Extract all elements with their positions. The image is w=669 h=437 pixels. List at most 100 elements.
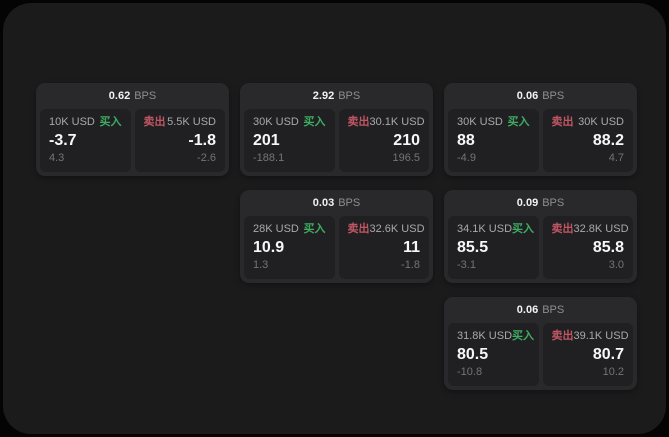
sell-panel-header: 卖出 32.8K USD bbox=[551, 223, 629, 236]
buy-price: -3.7 bbox=[49, 131, 77, 149]
bps-unit-label: BPS bbox=[134, 90, 157, 102]
sell-side-label: 卖出 bbox=[551, 223, 574, 235]
sell-side-label: 卖出 bbox=[551, 116, 574, 128]
sell-price: 11 bbox=[403, 238, 420, 256]
cards-grid: 0.62 BPS 10K USD 买入 -3.7 4.3 卖出 5.5K USD… bbox=[36, 83, 637, 390]
buy-amount: 30K USD bbox=[253, 116, 299, 128]
buy-panel[interactable]: 34.1K USD 买入 85.5 -3.1 bbox=[448, 216, 539, 279]
card-body: 34.1K USD 买入 85.5 -3.1 卖出 32.8K USD 85.8… bbox=[448, 216, 633, 279]
sell-panel[interactable]: 卖出 39.1K USD 80.7 10.2 bbox=[542, 323, 633, 386]
bps-unit-label: BPS bbox=[542, 90, 565, 102]
buy-panel[interactable]: 30K USD 买入 88 -4.9 bbox=[448, 109, 539, 172]
card-header: 2.92 BPS bbox=[240, 83, 433, 109]
card-header: 0.06 BPS bbox=[444, 83, 637, 109]
sell-amount: 30.1K USD bbox=[369, 116, 425, 128]
buy-sub-value: -4.9 bbox=[457, 152, 476, 164]
sell-sub-value: -1.8 bbox=[401, 259, 420, 271]
quote-card: 2.92 BPS 30K USD 买入 201 -188.1 卖出 30.1K … bbox=[240, 83, 433, 176]
bps-unit-label: BPS bbox=[338, 90, 361, 102]
buy-sub-value: -188.1 bbox=[253, 152, 285, 164]
quote-card: 0.03 BPS 28K USD 买入 10.9 1.3 卖出 32.6K US… bbox=[240, 190, 433, 283]
sell-panel-header: 卖出 30.1K USD bbox=[348, 116, 425, 129]
buy-panel[interactable]: 28K USD 买入 10.9 1.3 bbox=[244, 216, 335, 279]
sell-price: 80.7 bbox=[592, 345, 624, 363]
sell-sub-value: 196.5 bbox=[392, 152, 420, 164]
sell-amount: 5.5K USD bbox=[167, 116, 216, 128]
sell-sub-value: 3.0 bbox=[608, 259, 624, 271]
sell-amount: 39.1K USD bbox=[573, 330, 629, 342]
card-body: 31.8K USD 买入 80.5 -10.8 卖出 39.1K USD 80.… bbox=[448, 323, 633, 386]
card-body: 28K USD 买入 10.9 1.3 卖出 32.6K USD 11 -1.8 bbox=[244, 216, 429, 279]
card-header: 0.06 BPS bbox=[444, 297, 637, 323]
sell-sub-value: -2.6 bbox=[197, 152, 216, 164]
buy-panel-header: 31.8K USD 买入 bbox=[457, 330, 534, 343]
sell-price: 210 bbox=[393, 131, 420, 149]
card-header: 0.62 BPS bbox=[36, 83, 229, 109]
sell-panel[interactable]: 卖出 32.8K USD 85.8 3.0 bbox=[542, 216, 633, 279]
sell-amount: 32.6K USD bbox=[369, 223, 425, 235]
buy-price: 85.5 bbox=[457, 238, 489, 256]
buy-amount: 31.8K USD bbox=[457, 330, 513, 342]
sell-price: 88.2 bbox=[592, 131, 624, 149]
buy-panel-header: 30K USD 买入 bbox=[253, 116, 326, 129]
bps-value: 0.62 bbox=[108, 90, 131, 102]
buy-sub-value: 4.3 bbox=[49, 152, 65, 164]
buy-price: 80.5 bbox=[457, 345, 489, 363]
buy-panel-header: 10K USD 买入 bbox=[49, 116, 122, 129]
sell-amount: 32.8K USD bbox=[573, 223, 629, 235]
sell-panel[interactable]: 卖出 5.5K USD -1.8 -2.6 bbox=[134, 109, 225, 172]
sell-amount: 30K USD bbox=[578, 116, 624, 128]
bps-value: 2.92 bbox=[312, 90, 335, 102]
buy-sub-value: -3.1 bbox=[457, 259, 476, 271]
sell-panel[interactable]: 卖出 30K USD 88.2 4.7 bbox=[542, 109, 633, 172]
sell-sub-value: 10.2 bbox=[602, 366, 624, 378]
buy-side-label: 买入 bbox=[303, 223, 326, 235]
buy-sub-value: 1.3 bbox=[253, 259, 269, 271]
buy-side-label: 买入 bbox=[512, 330, 535, 342]
sell-panel-header: 卖出 5.5K USD bbox=[144, 116, 217, 129]
quote-card: 0.06 BPS 30K USD 买入 88 -4.9 卖出 30K USD 8… bbox=[444, 83, 637, 176]
buy-price: 88 bbox=[457, 131, 475, 149]
buy-panel[interactable]: 31.8K USD 买入 80.5 -10.8 bbox=[448, 323, 539, 386]
buy-panel-header: 30K USD 买入 bbox=[457, 116, 530, 129]
sell-panel-header: 卖出 30K USD bbox=[552, 116, 625, 129]
buy-side-label: 买入 bbox=[507, 116, 530, 128]
card-header: 0.09 BPS bbox=[444, 190, 637, 216]
card-body: 30K USD 买入 88 -4.9 卖出 30K USD 88.2 4.7 bbox=[448, 109, 633, 172]
sell-panel-header: 卖出 39.1K USD bbox=[551, 330, 629, 343]
buy-amount: 30K USD bbox=[457, 116, 503, 128]
buy-panel-header: 34.1K USD 买入 bbox=[457, 223, 534, 236]
buy-panel[interactable]: 10K USD 买入 -3.7 4.3 bbox=[40, 109, 131, 172]
quote-card: 0.06 BPS 31.8K USD 买入 80.5 -10.8 卖出 39.1… bbox=[444, 297, 637, 390]
quote-card: 0.09 BPS 34.1K USD 买入 85.5 -3.1 卖出 32.8K… bbox=[444, 190, 637, 283]
bps-value: 0.09 bbox=[516, 197, 539, 209]
sell-panel-header: 卖出 32.6K USD bbox=[347, 223, 425, 236]
sell-panel[interactable]: 卖出 32.6K USD 11 -1.8 bbox=[338, 216, 429, 279]
sell-price: -1.8 bbox=[188, 131, 216, 149]
buy-amount: 28K USD bbox=[253, 223, 299, 235]
sell-side-label: 卖出 bbox=[143, 116, 166, 128]
bps-unit-label: BPS bbox=[542, 304, 565, 316]
bps-value: 0.06 bbox=[516, 304, 539, 316]
buy-sub-value: -10.8 bbox=[457, 366, 483, 378]
buy-side-label: 买入 bbox=[99, 116, 122, 128]
card-header: 0.03 BPS bbox=[240, 190, 433, 216]
buy-panel-header: 28K USD 买入 bbox=[253, 223, 326, 236]
quote-card: 0.62 BPS 10K USD 买入 -3.7 4.3 卖出 5.5K USD… bbox=[36, 83, 229, 176]
sell-side-label: 卖出 bbox=[347, 223, 370, 235]
sell-side-label: 卖出 bbox=[551, 330, 574, 342]
card-body: 10K USD 买入 -3.7 4.3 卖出 5.5K USD -1.8 -2.… bbox=[40, 109, 225, 172]
app-window: 0.62 BPS 10K USD 买入 -3.7 4.3 卖出 5.5K USD… bbox=[3, 3, 666, 434]
card-body: 30K USD 买入 201 -188.1 卖出 30.1K USD 210 1… bbox=[244, 109, 429, 172]
buy-side-label: 买入 bbox=[512, 223, 535, 235]
buy-amount: 34.1K USD bbox=[457, 223, 513, 235]
buy-price: 10.9 bbox=[253, 238, 285, 256]
buy-panel[interactable]: 30K USD 买入 201 -188.1 bbox=[244, 109, 335, 172]
buy-side-label: 买入 bbox=[303, 116, 326, 128]
bps-unit-label: BPS bbox=[542, 197, 565, 209]
buy-amount: 10K USD bbox=[49, 116, 95, 128]
bps-value: 0.03 bbox=[312, 197, 335, 209]
sell-price: 85.8 bbox=[592, 238, 624, 256]
sell-sub-value: 4.7 bbox=[608, 152, 624, 164]
sell-panel[interactable]: 卖出 30.1K USD 210 196.5 bbox=[338, 109, 429, 172]
